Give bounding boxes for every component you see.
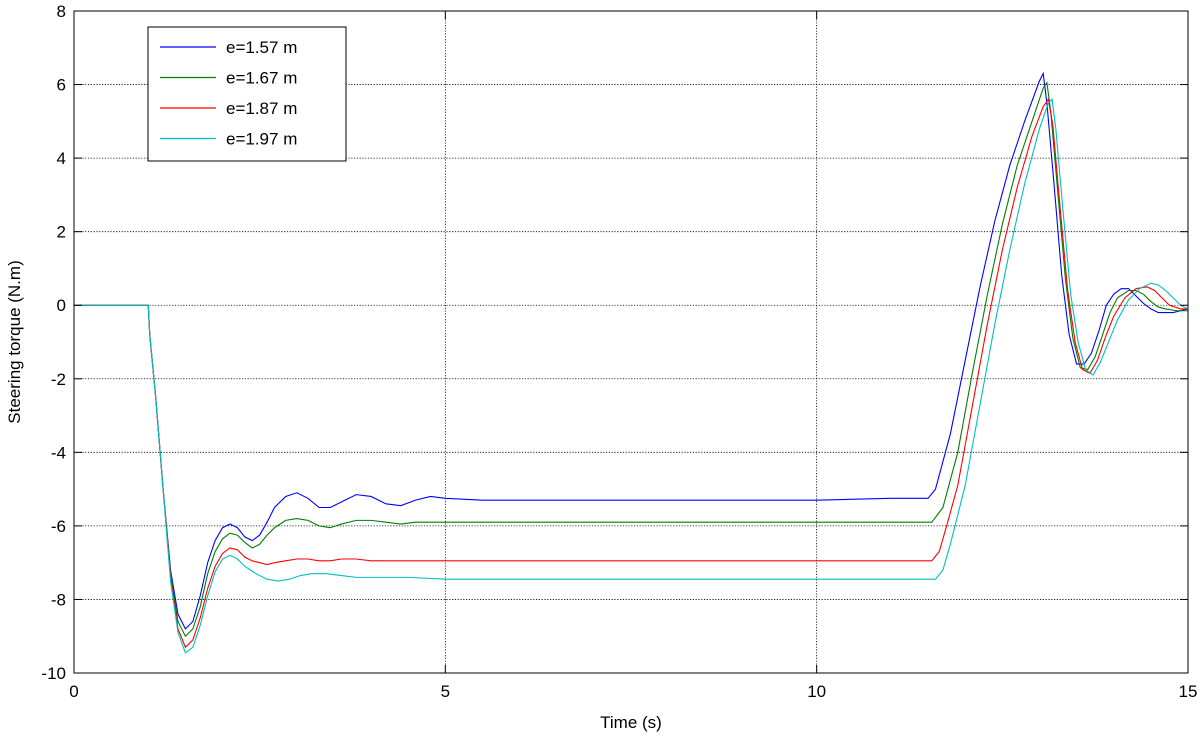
series-line-2 <box>74 81 1188 638</box>
x-tick-label: 15 <box>1179 682 1198 701</box>
y-tick-label: 4 <box>57 149 66 168</box>
series-line-1 <box>74 71 1189 630</box>
legend-label: e=1.87 m <box>226 99 297 118</box>
y-tick-label: 6 <box>57 76 66 95</box>
x-axis-title: Time (s) <box>600 713 662 732</box>
y-tick-label: -4 <box>51 443 66 462</box>
y-tick-label: -2 <box>51 370 66 389</box>
legend-label: e=1.57 m <box>226 38 297 57</box>
series-line-3 <box>74 97 1188 649</box>
y-tick-label: 0 <box>57 296 66 315</box>
series-lines <box>74 71 1189 654</box>
y-tick-label: -6 <box>51 517 66 536</box>
plot-area-frame <box>73 10 1189 674</box>
legend-label: e=1.67 m <box>226 69 297 88</box>
x-tick-label: 5 <box>441 682 450 701</box>
y-tick-label: -8 <box>51 590 66 609</box>
series-line-4 <box>74 98 1189 654</box>
y-tick-label: 8 <box>57 2 66 21</box>
x-tick-label: 10 <box>807 682 826 701</box>
y-tick-label: -10 <box>41 664 66 683</box>
legend: e=1.57 m e=1.67 m e=1.87 m e=1.97 m <box>147 26 347 162</box>
y-axis-title: Steering torque (N.m) <box>5 260 24 423</box>
legend-label: e=1.97 m <box>226 130 297 149</box>
axis-ticks: 0 5 10 15 -10 -8 -6 -4 -2 0 2 4 6 8 <box>41 2 1197 701</box>
y-tick-label: 2 <box>57 223 66 242</box>
x-tick-label: 0 <box>69 682 78 701</box>
